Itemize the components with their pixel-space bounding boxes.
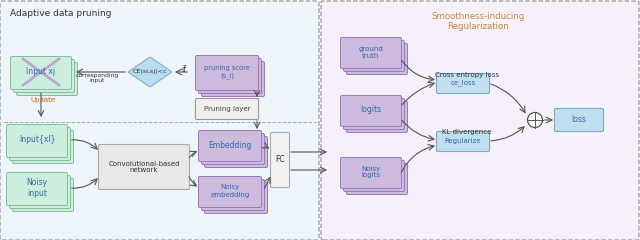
- FancyBboxPatch shape: [346, 43, 408, 74]
- Text: Input xj: Input xj: [26, 67, 56, 77]
- FancyBboxPatch shape: [344, 98, 404, 130]
- Text: ce_loss: ce_loss: [451, 80, 476, 86]
- Text: loss: loss: [572, 115, 586, 125]
- FancyBboxPatch shape: [202, 180, 264, 210]
- FancyBboxPatch shape: [6, 173, 67, 205]
- FancyBboxPatch shape: [271, 132, 289, 187]
- FancyBboxPatch shape: [340, 96, 401, 126]
- FancyBboxPatch shape: [13, 60, 74, 92]
- FancyBboxPatch shape: [436, 132, 490, 151]
- Text: Update: Update: [30, 97, 55, 103]
- FancyBboxPatch shape: [340, 157, 401, 188]
- Text: KL divergence: KL divergence: [442, 129, 492, 135]
- Text: Adaptive data pruning: Adaptive data pruning: [10, 9, 111, 18]
- FancyBboxPatch shape: [13, 179, 74, 211]
- FancyBboxPatch shape: [10, 127, 70, 161]
- Text: logits: logits: [360, 106, 381, 114]
- FancyBboxPatch shape: [198, 131, 262, 162]
- Text: Embedding: Embedding: [208, 140, 252, 150]
- FancyBboxPatch shape: [10, 56, 72, 90]
- FancyBboxPatch shape: [198, 176, 262, 208]
- Text: corresponding
input: corresponding input: [76, 72, 118, 84]
- FancyBboxPatch shape: [205, 182, 268, 214]
- Text: ground
truth: ground truth: [358, 46, 383, 59]
- Text: Regularize: Regularize: [445, 138, 481, 144]
- Text: Noisy
logits: Noisy logits: [362, 166, 381, 179]
- Text: Cross entropy loss: Cross entropy loss: [435, 72, 499, 78]
- FancyBboxPatch shape: [195, 98, 259, 120]
- FancyBboxPatch shape: [6, 125, 67, 157]
- Text: Pruning layer: Pruning layer: [204, 106, 250, 112]
- FancyBboxPatch shape: [17, 62, 77, 96]
- Text: Noisy
input: Noisy input: [26, 178, 47, 198]
- FancyBboxPatch shape: [344, 41, 404, 72]
- FancyBboxPatch shape: [554, 108, 604, 132]
- FancyBboxPatch shape: [321, 1, 639, 240]
- FancyBboxPatch shape: [99, 144, 189, 190]
- Polygon shape: [128, 57, 172, 87]
- FancyBboxPatch shape: [346, 163, 408, 194]
- FancyBboxPatch shape: [13, 131, 74, 163]
- Text: Noisy
embedding: Noisy embedding: [211, 185, 250, 198]
- Text: FC: FC: [275, 156, 285, 164]
- Text: pruning score
(s_i): pruning score (s_i): [204, 65, 250, 79]
- FancyBboxPatch shape: [198, 59, 262, 94]
- FancyBboxPatch shape: [346, 102, 408, 132]
- FancyBboxPatch shape: [0, 1, 319, 240]
- Circle shape: [527, 113, 543, 127]
- Text: Smoothness-inducing
Regularization: Smoothness-inducing Regularization: [431, 12, 525, 31]
- FancyBboxPatch shape: [205, 137, 268, 168]
- FancyBboxPatch shape: [340, 37, 401, 68]
- FancyBboxPatch shape: [195, 55, 259, 90]
- FancyBboxPatch shape: [436, 73, 490, 94]
- Text: Convolutional-based
network: Convolutional-based network: [108, 161, 180, 174]
- FancyBboxPatch shape: [202, 133, 264, 164]
- Text: if: if: [182, 66, 186, 74]
- FancyBboxPatch shape: [344, 161, 404, 192]
- FancyBboxPatch shape: [10, 175, 70, 209]
- FancyBboxPatch shape: [202, 61, 264, 96]
- Text: Input{xl}: Input{xl}: [19, 136, 55, 144]
- Text: CE(si,sj)<c: CE(si,sj)<c: [132, 68, 167, 73]
